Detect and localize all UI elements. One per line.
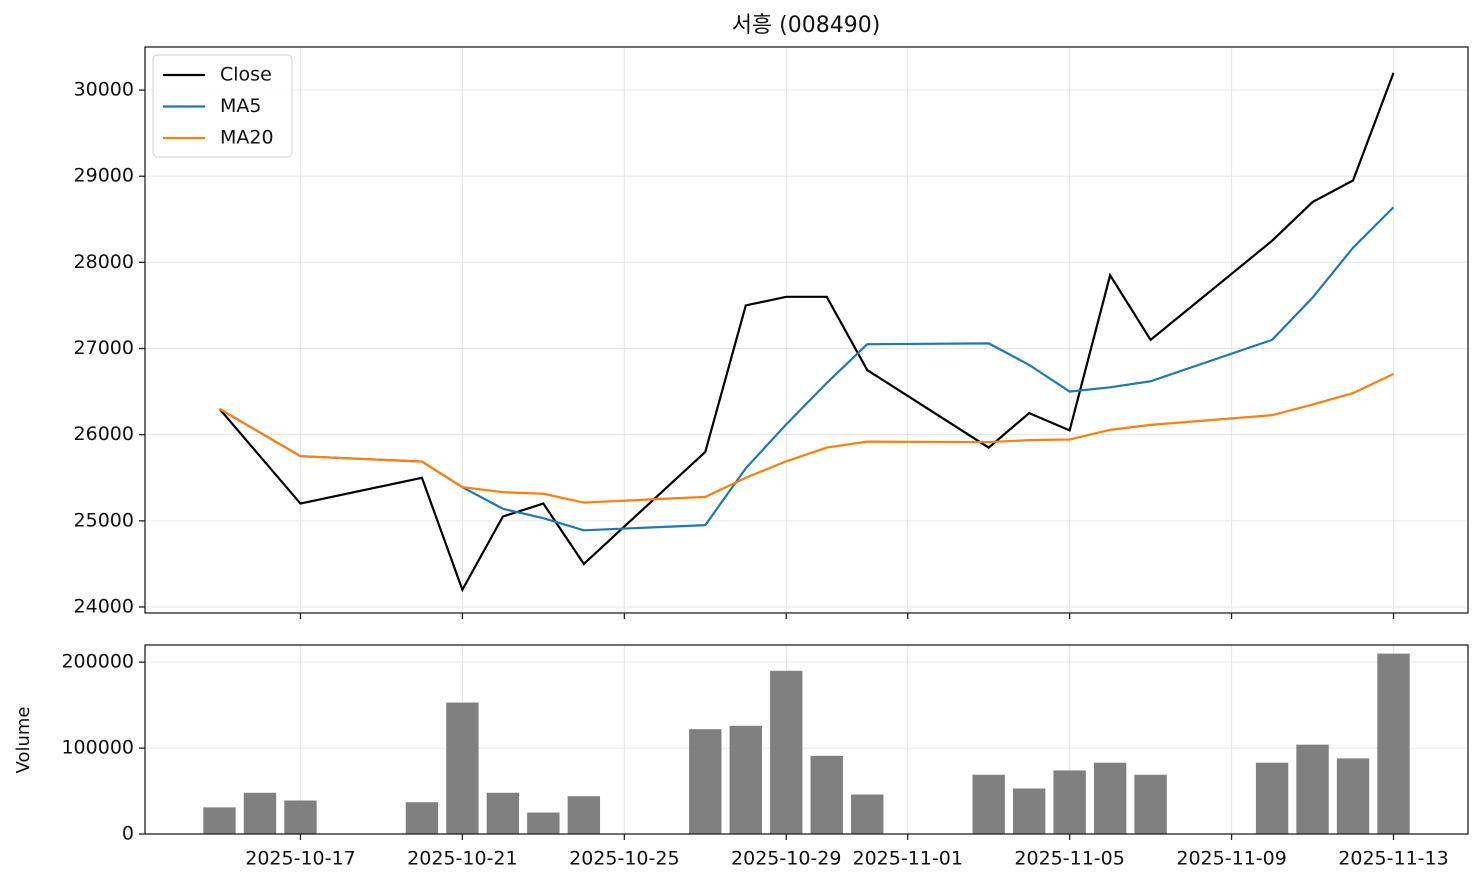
legend-label: Close: [220, 64, 272, 86]
bar: [243, 792, 277, 834]
bar: [1377, 653, 1410, 834]
y-tick-label: 27000: [74, 337, 134, 359]
plot-frame: [144, 46, 1469, 614]
legend-label: MA5: [220, 95, 261, 117]
line: [218, 372, 1394, 504]
bar: [1012, 788, 1046, 834]
bar: [567, 796, 601, 834]
bar: [446, 702, 479, 834]
y-tick-label: 25000: [74, 509, 134, 531]
line: [218, 72, 1395, 593]
y-tick-label: 200000: [61, 651, 134, 673]
line: [218, 206, 1395, 532]
y-tick-label: 30000: [74, 79, 134, 101]
bar: [1255, 762, 1289, 834]
x-tick-label: 2025-11-05: [1014, 848, 1124, 870]
y-tick-label: 28000: [74, 251, 134, 273]
bar: [689, 729, 722, 834]
bar: [1336, 758, 1370, 834]
bar: [770, 670, 803, 834]
y-tick-label: 0: [122, 823, 134, 845]
bar: [1134, 774, 1167, 834]
bar: [972, 774, 1005, 834]
bar: [1053, 770, 1086, 834]
bar: [284, 800, 317, 834]
y-tick-label: 29000: [74, 165, 134, 187]
bar: [405, 802, 439, 834]
x-tick-label: 2025-10-17: [245, 848, 355, 870]
bar: [1296, 744, 1329, 834]
y-axis-label: Volume: [13, 707, 34, 774]
plot-frame: [144, 644, 1469, 835]
x-tick-label: 2025-11-01: [852, 848, 962, 870]
y-tick-label: 26000: [74, 423, 134, 445]
bar: [527, 812, 560, 834]
bar: [486, 792, 520, 834]
bar: [729, 725, 762, 834]
legend-label: MA20: [220, 127, 274, 149]
bar: [203, 807, 236, 834]
bar: [810, 755, 843, 834]
x-tick-label: 2025-11-13: [1338, 848, 1448, 870]
y-tick-label: 24000: [74, 595, 134, 617]
x-tick-label: 2025-11-09: [1176, 848, 1286, 870]
y-tick-label: 100000: [61, 737, 134, 759]
x-tick-label: 2025-10-25: [569, 848, 679, 870]
bar: [1093, 762, 1127, 834]
x-tick-label: 2025-10-29: [731, 848, 841, 870]
chart-title: 서흥 (008490): [732, 13, 881, 38]
x-tick-label: 2025-10-21: [407, 848, 517, 870]
legend-box: [152, 54, 293, 158]
bar: [851, 794, 884, 834]
